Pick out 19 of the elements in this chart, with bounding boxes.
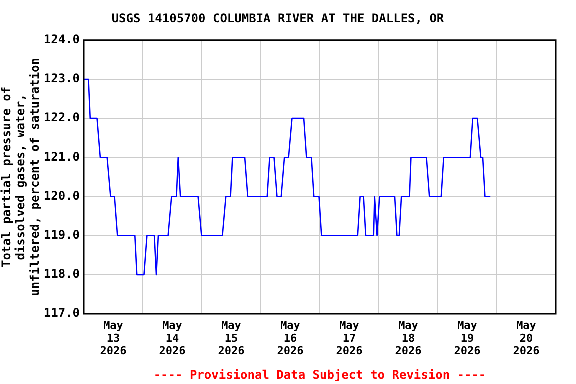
x-tick-label: May 20 2026: [513, 319, 540, 358]
x-tick-label: May 16 2026: [277, 319, 304, 358]
y-tick-label: 124.0: [44, 32, 80, 47]
x-tick-label: May 15 2026: [218, 319, 246, 358]
x-tick-label: May 13 2026: [100, 319, 128, 358]
y-tick-label: 121.0: [44, 150, 80, 164]
y-tick-label: 122.0: [44, 110, 80, 125]
x-tick-label: May 14 2026: [159, 319, 186, 358]
x-tick-label: May 18 2026: [395, 319, 422, 358]
y-tick-label: 119.0: [44, 228, 80, 242]
y-tick-label: 117.0: [44, 306, 80, 320]
x-tick-label: May 17 2026: [336, 319, 364, 358]
y-axis-title: Total partial pressure of dissolved gases, water, unfiltered, percent of saturation: [0, 58, 42, 296]
y-tick-label: 120.0: [44, 188, 80, 203]
text: ---- Provisional Data Subject to Revision ----: [154, 368, 486, 382]
y-tick-label: 123.0: [44, 72, 80, 86]
x-tick-label: May 19 2026: [454, 319, 482, 358]
chart-title: USGS 14105700 COLUMBIA RIVER AT THE DALLES, OR: [112, 11, 445, 26]
y-tick-label: 118.0: [44, 267, 80, 282]
